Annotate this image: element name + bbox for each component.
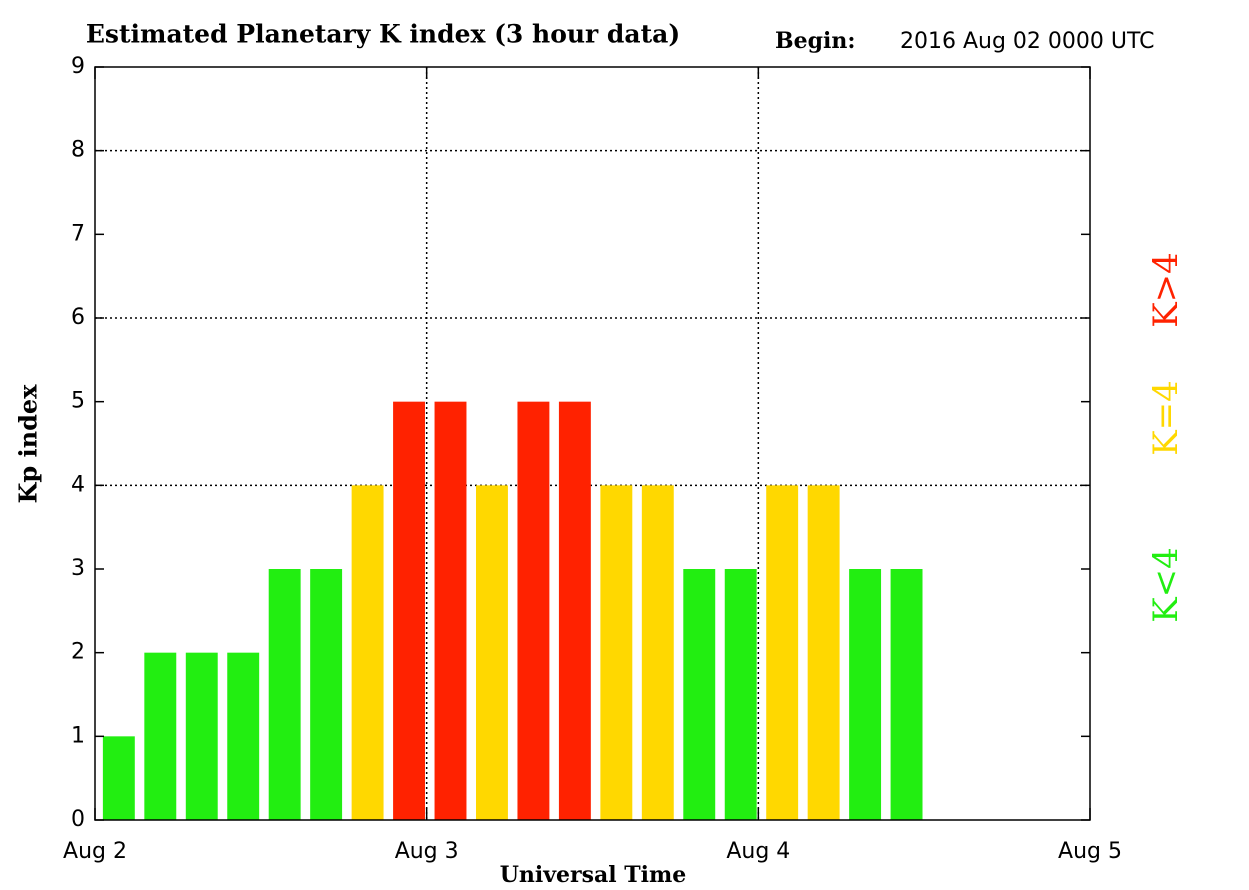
bar <box>310 569 343 820</box>
begin-date: 2016 Aug 02 0000 UTC <box>900 29 1155 54</box>
y-tick-label: 9 <box>71 54 85 79</box>
bar <box>351 485 384 820</box>
bar <box>185 652 218 820</box>
y-axis-label: Kp index <box>14 384 43 504</box>
y-tick-label: 0 <box>71 807 85 832</box>
y-tick-label: 2 <box>71 640 85 665</box>
bar <box>724 569 757 820</box>
bar <box>558 401 591 820</box>
bar <box>890 569 923 820</box>
bar <box>849 569 882 820</box>
y-tick-label: 5 <box>71 389 85 414</box>
legend-entry: K>4 <box>1146 252 1186 328</box>
bar <box>268 569 301 820</box>
y-tick-label: 7 <box>71 221 85 246</box>
x-tick-label: Aug 3 <box>395 839 459 864</box>
bar <box>144 652 177 820</box>
bar <box>807 485 840 820</box>
y-tick-label: 1 <box>71 723 85 748</box>
x-tick-label: Aug 4 <box>726 839 790 864</box>
x-tick-label: Aug 5 <box>1058 839 1122 864</box>
y-tick-label: 6 <box>71 305 85 330</box>
bar <box>393 401 426 820</box>
legend-entry: K<4 <box>1146 547 1186 623</box>
bar <box>102 736 135 820</box>
bar <box>683 569 716 820</box>
bar <box>600 485 633 820</box>
legend-entry: K=4 <box>1146 380 1186 456</box>
begin-label: Begin: <box>775 28 855 54</box>
bar <box>641 485 674 820</box>
bar <box>766 485 799 820</box>
x-tick-label: Aug 2 <box>63 839 127 864</box>
y-tick-label: 3 <box>71 556 85 581</box>
bar <box>517 401 550 820</box>
bar <box>434 401 467 820</box>
bar <box>476 485 508 820</box>
y-tick-label: 4 <box>71 472 85 497</box>
bar <box>227 652 260 820</box>
plot-frame <box>94 66 1091 821</box>
chart-title: Estimated Planetary K index (3 hour data… <box>86 20 680 49</box>
y-tick-label: 8 <box>71 138 85 163</box>
x-axis-label: Universal Time <box>500 862 687 888</box>
